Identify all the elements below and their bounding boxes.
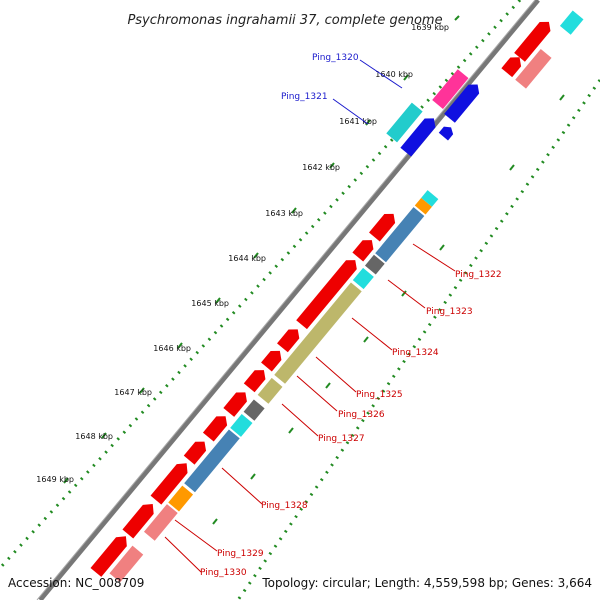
gene-block[interactable] xyxy=(243,399,265,421)
label-leaders xyxy=(164,59,456,573)
gene-arrow[interactable] xyxy=(183,437,210,465)
tick-label: 1643 kbp xyxy=(265,209,303,218)
gene-label-ping-1330[interactable]: Ping_1330 xyxy=(200,568,247,578)
tick-label: 1641 kbp xyxy=(339,117,377,126)
gene-arrow[interactable] xyxy=(352,236,377,262)
tick-label: 1640 kbp xyxy=(375,70,413,79)
tick-label: 1639 kbp xyxy=(411,23,449,32)
tick-label: 1646 kbp xyxy=(153,344,191,353)
gene-block[interactable] xyxy=(352,267,374,290)
tick-label: 1648 kbp xyxy=(75,432,113,441)
gene-arrow[interactable] xyxy=(277,325,303,353)
inner-dotted-track xyxy=(236,79,600,600)
genome-backbone xyxy=(38,0,540,600)
gene-block[interactable] xyxy=(109,545,144,583)
tick-mark xyxy=(253,252,259,259)
gene-label-ping-1322[interactable]: Ping_1322 xyxy=(455,270,502,280)
topology-text: Topology: circular; Length: 4,559,598 bp… xyxy=(262,576,592,590)
gene-arrow[interactable] xyxy=(122,500,158,539)
backbone-highlight xyxy=(36,0,536,600)
tick-mark xyxy=(329,162,335,169)
gene-block[interactable] xyxy=(364,254,385,275)
gene-label-ping-1320[interactable]: Ping_1320 xyxy=(312,53,359,63)
gene-block[interactable] xyxy=(559,10,584,35)
gene-label-ping-1323[interactable]: Ping_1323 xyxy=(426,307,473,317)
gene-block[interactable] xyxy=(375,207,425,263)
gene-label-ping-1327[interactable]: Ping_1327 xyxy=(318,434,365,444)
gene-block[interactable] xyxy=(168,485,194,512)
top-gene-cluster xyxy=(386,69,483,157)
gene-arrow[interactable] xyxy=(202,412,231,442)
gene-label-ping-1325[interactable]: Ping_1325 xyxy=(356,390,403,400)
inner-track-ticks xyxy=(212,94,565,525)
gene-arrow[interactable] xyxy=(150,459,192,505)
gene-arrow[interactable] xyxy=(90,532,132,577)
gene-block[interactable] xyxy=(257,377,283,404)
gene-block[interactable] xyxy=(274,282,362,384)
outer-dotted-track xyxy=(0,0,522,570)
tick-label: 1649 kbp xyxy=(36,475,74,484)
tick-mark xyxy=(101,432,107,439)
tick-label: 1645 kbp xyxy=(191,299,229,308)
gene-label-ping-1326[interactable]: Ping_1326 xyxy=(338,410,385,420)
gene-block[interactable] xyxy=(143,504,178,541)
tick-mark xyxy=(177,342,183,349)
tick-label: 1642 kbp xyxy=(302,163,340,172)
tick-mark xyxy=(454,15,460,21)
gene-arrow[interactable] xyxy=(296,256,360,330)
upper-right-genes xyxy=(501,10,584,89)
tick-label: 1647 kbp xyxy=(114,388,152,397)
map-title: Psychromonas ingrahamii 37, complete gen… xyxy=(127,13,442,28)
gene-arrow-blue[interactable] xyxy=(444,80,483,123)
gene-label-ping-1324[interactable]: Ping_1324 xyxy=(392,348,439,358)
gene-label-ping-1321[interactable]: Ping_1321 xyxy=(281,92,328,102)
gene-block[interactable] xyxy=(515,48,552,89)
accession-text: Accession: NC_008709 xyxy=(8,576,145,590)
gene-arrow[interactable] xyxy=(223,388,250,417)
tick-mark xyxy=(291,207,297,214)
tick-mark xyxy=(63,477,69,484)
tick-mark xyxy=(365,119,371,126)
gene-block[interactable] xyxy=(421,190,439,207)
gene-label-ping-1328[interactable]: Ping_1328 xyxy=(261,501,308,511)
gene-arrow[interactable] xyxy=(501,53,525,78)
gene-arrow[interactable] xyxy=(243,366,269,393)
tick-mark xyxy=(139,387,145,394)
tick-label: 1644 kbp xyxy=(228,254,266,263)
gene-arrow-blue-small[interactable] xyxy=(438,124,456,141)
gene-block-ping-1320[interactable] xyxy=(432,69,469,109)
tick-mark xyxy=(403,74,409,81)
kbp-ticks: 1639 kbp 1640 kbp 1641 kbp 1642 kbp 1643… xyxy=(36,15,460,484)
gene-block[interactable] xyxy=(184,429,240,493)
gene-arrow[interactable] xyxy=(369,209,399,242)
gene-block-ping-1321[interactable] xyxy=(386,102,423,143)
gene-block[interactable] xyxy=(414,197,432,215)
gene-arrow[interactable] xyxy=(261,346,285,372)
gene-block[interactable] xyxy=(230,414,253,437)
gene-arrow[interactable] xyxy=(514,17,554,62)
gene-tracks xyxy=(90,190,439,583)
gene-arrow-blue[interactable] xyxy=(400,114,439,157)
gene-label-ping-1329[interactable]: Ping_1329 xyxy=(217,549,264,559)
tick-mark xyxy=(215,297,221,304)
